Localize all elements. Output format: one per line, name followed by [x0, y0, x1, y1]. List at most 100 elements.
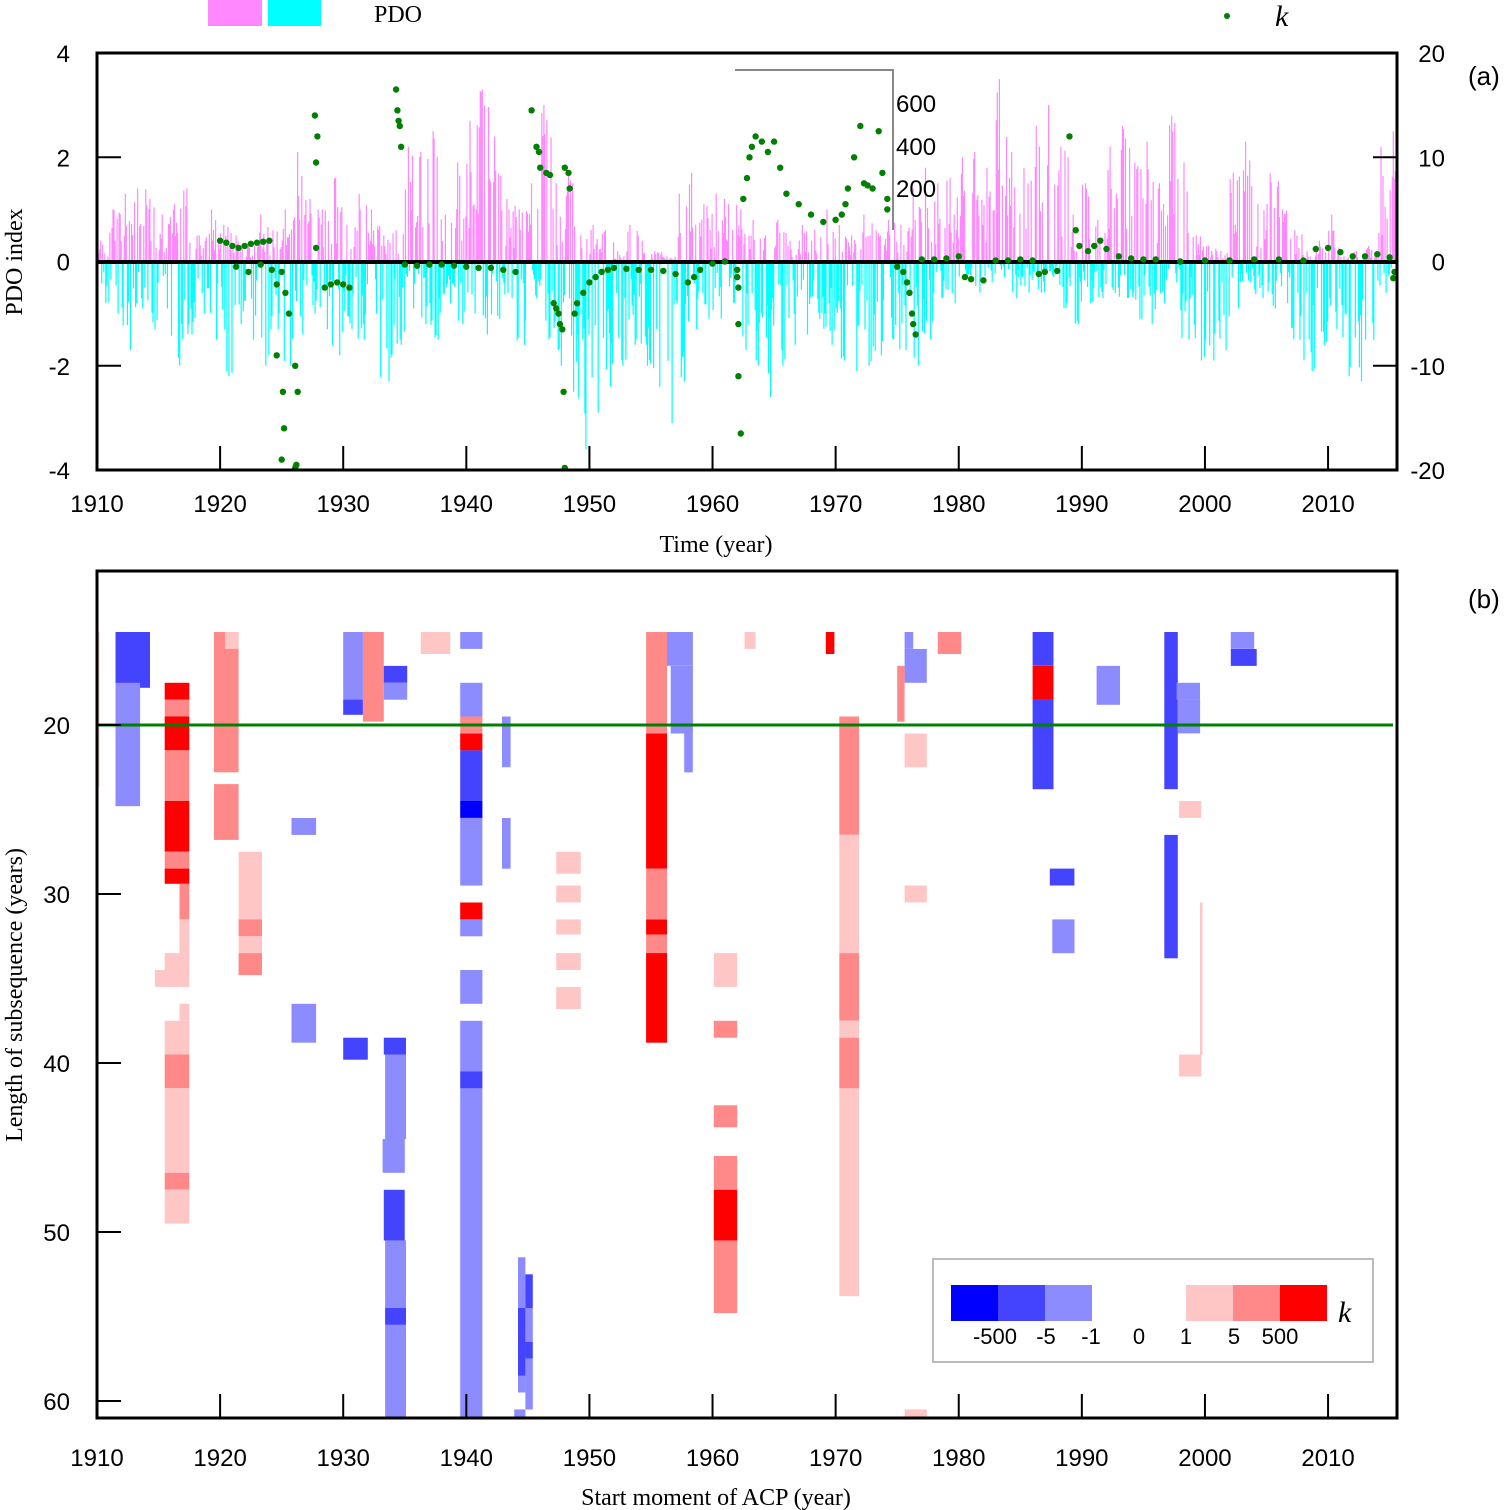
- pdo-bar: [467, 261, 469, 293]
- pdo-bar: [243, 261, 245, 301]
- pdo-bar: [701, 219, 703, 262]
- pdo-bar: [744, 233, 746, 262]
- pdo-bar: [1206, 246, 1208, 262]
- pdo-bar: [1021, 261, 1023, 277]
- pdo-bar: [1065, 261, 1067, 309]
- pdo-bar: [1052, 261, 1054, 275]
- pdo-bar: [791, 257, 793, 262]
- pdo-bar: [226, 261, 228, 372]
- pdo-bar: [1235, 231, 1237, 262]
- pdo-bar: [959, 216, 961, 262]
- pdo-bar: [463, 218, 465, 262]
- pdo-bar: [720, 261, 722, 319]
- heatmap-cell: [1032, 632, 1054, 666]
- pdo-bar: [1133, 261, 1135, 293]
- pdo-bar: [357, 261, 359, 339]
- pdo-bar: [155, 247, 157, 262]
- pdo-bar: [687, 261, 690, 322]
- pdo-bar: [1173, 213, 1175, 262]
- pdo-bar: [428, 223, 430, 262]
- pdo-bar: [653, 261, 655, 369]
- pdo-bar: [206, 261, 208, 289]
- k-point: [241, 242, 248, 250]
- pdo-bar: [1386, 218, 1388, 262]
- heatmap-cell: [839, 716, 859, 835]
- pdo-bar: [917, 261, 919, 366]
- pdo-bar: [1195, 235, 1197, 262]
- y-tick-label: 2: [57, 145, 70, 172]
- pdo-bar: [107, 256, 109, 262]
- pdo-bar: [545, 261, 547, 321]
- pdo-bar: [865, 237, 867, 262]
- pdo-bar: [1146, 141, 1148, 262]
- heatmap-cell: [1179, 801, 1202, 818]
- pdo-bar: [818, 261, 820, 313]
- pdo-bar: [841, 251, 843, 262]
- pdo-bar: [552, 209, 554, 262]
- pdo-bar: [476, 125, 478, 262]
- pdo-bar: [1274, 261, 1276, 309]
- pdo-bar: [431, 261, 433, 321]
- heatmap-cell: [1230, 649, 1257, 666]
- pdo-bar: [634, 261, 636, 345]
- pdo-bar: [200, 255, 202, 262]
- pdo-bar: [670, 257, 672, 262]
- pdo-bar: [1140, 168, 1142, 262]
- heatmap-cell: [502, 716, 511, 768]
- pdo-bar: [211, 240, 214, 262]
- k-point: [721, 258, 728, 265]
- pdo-bar: [1341, 261, 1343, 305]
- pdo-bar: [373, 230, 375, 262]
- pdo-bar: [337, 207, 339, 262]
- pdo-bar: [1256, 246, 1258, 262]
- pdo-bar: [1182, 261, 1184, 294]
- k-point: [737, 430, 744, 437]
- pdo-bar: [842, 261, 844, 357]
- pdo-bar: [252, 261, 255, 340]
- pdo-bar: [1083, 261, 1086, 281]
- pdo-bar: [338, 261, 340, 290]
- k-point: [623, 265, 630, 272]
- pdo-bar: [267, 227, 269, 262]
- pdo-bar: [271, 261, 273, 316]
- pdo-bar: [1112, 261, 1114, 290]
- pdo-bar: [1285, 214, 1287, 262]
- pdo-bar: [302, 261, 304, 335]
- heatmap-cell: [115, 632, 150, 688]
- pdo-bar: [1223, 261, 1225, 316]
- k-point: [752, 133, 759, 140]
- heatmap-cell: [343, 699, 363, 715]
- pdo-bar: [771, 261, 773, 310]
- heatmap-cell: [164, 868, 190, 884]
- k-point: [586, 279, 593, 286]
- pdo-bar: [1142, 198, 1144, 262]
- pdo-bar: [301, 175, 303, 262]
- pdo-bar: [827, 243, 829, 262]
- pdo-bar: [198, 235, 200, 262]
- k-point: [1337, 248, 1344, 256]
- pdo-bar: [582, 261, 584, 340]
- pdo-bar: [239, 249, 241, 262]
- pdo-bar: [305, 200, 307, 262]
- k-point: [279, 388, 287, 395]
- pdo-bar: [433, 138, 435, 262]
- pdo-bar: [644, 261, 646, 337]
- pdo-bar: [934, 201, 936, 262]
- k-point: [278, 456, 285, 463]
- pdo-bar: [1218, 261, 1220, 321]
- pdo-bar: [106, 261, 108, 287]
- pdo-bar: [1312, 261, 1314, 306]
- pdo-bar: [857, 261, 859, 327]
- pdo-bar: [275, 261, 277, 296]
- pdo-bar: [109, 232, 111, 262]
- legend-tick-label: 0: [1133, 1324, 1145, 1349]
- pdo-bar: [1043, 261, 1046, 293]
- pdo-bar: [722, 233, 724, 262]
- pdo-bar: [1278, 217, 1280, 262]
- pdo-bar: [1344, 261, 1346, 314]
- pdo-bar: [1137, 166, 1139, 262]
- pdo-bar: [1072, 214, 1074, 262]
- pdo-bar: [562, 261, 564, 303]
- pdo-bar: [254, 246, 256, 262]
- pdo-bar: [1155, 261, 1157, 291]
